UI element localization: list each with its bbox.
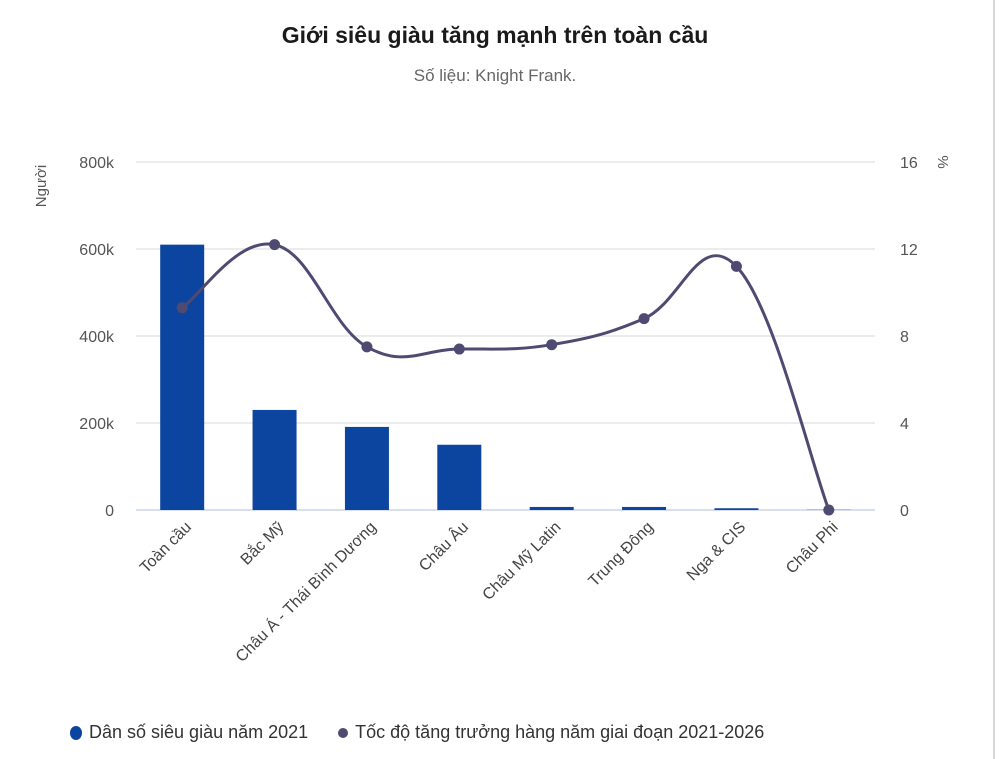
y-tick-right: 16 (900, 155, 918, 172)
y-tick-left: 400k (79, 329, 115, 346)
legend: Dân số siêu giàu năm 2021 Tốc độ tăng tr… (70, 722, 764, 743)
x-tick-label: Châu Mỹ Latin (480, 519, 565, 604)
line-marker[interactable] (176, 302, 188, 314)
bar[interactable] (344, 426, 389, 510)
y-tick-right: 8 (900, 329, 909, 346)
line-marker[interactable] (453, 343, 465, 355)
chart-subtitle: Số liệu: Knight Frank. (413, 66, 577, 85)
y-axis-title-right: % (934, 155, 951, 168)
line-marker[interactable] (638, 313, 650, 325)
y-tick-right: 0 (900, 503, 909, 520)
y-tick-left: 0 (105, 503, 114, 520)
legend-item-growth[interactable]: Tốc độ tăng trưởng hàng năm giai đoạn 20… (338, 722, 764, 743)
y-tick-right: 12 (900, 242, 918, 259)
bar[interactable] (622, 506, 667, 510)
chart-title: Giới siêu giàu tăng mạnh trên toàn cầu (281, 22, 709, 48)
legend-label: Tốc độ tăng trưởng hàng năm giai đoạn 20… (355, 722, 765, 742)
y-axis-title-left: Người (33, 165, 50, 207)
x-tick-label: Bắc Mỹ (236, 517, 287, 568)
line-marker[interactable] (269, 239, 281, 251)
x-tick-label: Nga & CIS (684, 519, 749, 584)
line-marker[interactable] (361, 341, 373, 353)
line-marker[interactable] (730, 260, 742, 272)
line-marker[interactable] (823, 504, 835, 516)
bar[interactable] (714, 508, 759, 510)
y-tick-left: 600k (79, 242, 115, 259)
bar[interactable] (529, 506, 574, 510)
y-tick-left: 200k (79, 416, 115, 433)
bar[interactable] (437, 444, 482, 510)
x-tick-label: Trung Đông (586, 519, 657, 590)
y-tick-right: 4 (900, 416, 909, 433)
line-marker[interactable] (546, 339, 558, 351)
legend-line-icon (338, 727, 349, 738)
x-tick-label: Toàn cầu (137, 519, 195, 577)
frame-border (993, 0, 995, 759)
legend-label: Dân số siêu giàu năm 2021 (89, 722, 309, 742)
legend-bar-icon (70, 725, 82, 740)
x-tick-label: Châu Phi (783, 519, 842, 578)
x-tick-label: Châu Âu (415, 517, 472, 574)
growth-line (181, 242, 831, 511)
bar[interactable] (160, 244, 205, 510)
y-tick-left: 800k (79, 155, 115, 172)
bar[interactable] (252, 409, 297, 510)
legend-item-population[interactable]: Dân số siêu giàu năm 2021 (70, 722, 308, 743)
